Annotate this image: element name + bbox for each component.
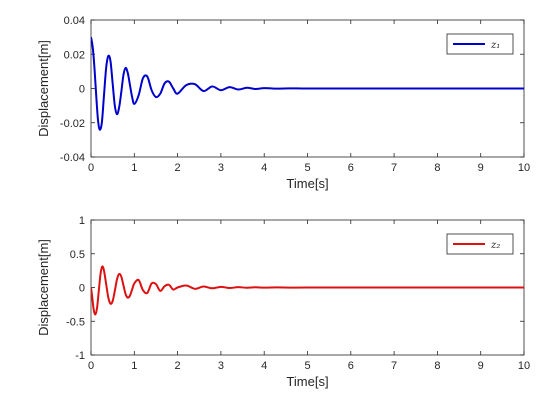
y-tick-label: -1 bbox=[75, 350, 85, 362]
x-tick-label: 10 bbox=[518, 360, 530, 372]
x-tick-label: 3 bbox=[218, 162, 224, 174]
subplot-2: 0 1 2 3 4 5 6 7 8 9 10 -1 -0.5 0 0.5 1 Time[s] Displaceme… bbox=[36, 215, 530, 389]
x-tick-label: 6 bbox=[348, 360, 354, 372]
x-tick-label: 4 bbox=[261, 162, 267, 174]
x-tick-label: 1 bbox=[131, 162, 137, 174]
x-axis-title: Time[s] bbox=[286, 374, 328, 389]
x-tick-label: 6 bbox=[348, 162, 354, 174]
y-tick-label: 0 bbox=[79, 283, 85, 295]
y-tick-label: 0.5 bbox=[70, 249, 85, 261]
x-tick-label: 9 bbox=[478, 360, 484, 372]
x-tick-label: 9 bbox=[478, 162, 484, 174]
y-axis-title: Displacement[m] bbox=[36, 239, 51, 336]
x-axis-title: Time[s] bbox=[286, 176, 328, 191]
x-tick-label: 3 bbox=[218, 360, 224, 372]
x-tick-label: 8 bbox=[434, 162, 440, 174]
y-tick-label: -0.5 bbox=[66, 316, 85, 328]
series-line-1 bbox=[91, 36, 524, 131]
x-tick-label: 10 bbox=[518, 162, 530, 174]
x-tick-label: 2 bbox=[175, 360, 181, 372]
x-tick-label: 4 bbox=[261, 360, 267, 372]
y-axis-title: Displacement[m] bbox=[36, 40, 51, 137]
subplot-1: 0 1 2 3 4 5 6 7 8 9 10 -0.04 -0.02 0 0.02 0.04 Time[s] Di… bbox=[36, 15, 530, 191]
x-tick-label: 5 bbox=[304, 162, 310, 174]
x-tick-label: 2 bbox=[175, 162, 181, 174]
legend-label: z₂ bbox=[490, 240, 500, 251]
x-tick-label: 7 bbox=[391, 360, 397, 372]
y-tick-label: 1 bbox=[79, 215, 85, 227]
x-tick-label: 7 bbox=[391, 162, 397, 174]
y-tick-label: 0.04 bbox=[64, 15, 85, 27]
y-tick-label: -0.04 bbox=[60, 152, 85, 164]
x-tick-label: 1 bbox=[131, 360, 137, 372]
x-tick-label: 5 bbox=[304, 360, 310, 372]
y-tick-label: 0 bbox=[79, 84, 85, 96]
x-tick-label: 8 bbox=[434, 360, 440, 372]
x-tick-label: 0 bbox=[88, 162, 94, 174]
y-tick-label: 0.02 bbox=[64, 49, 85, 61]
x-tick-label: 0 bbox=[88, 360, 94, 372]
series-line-2 bbox=[91, 265, 524, 316]
y-tick-label: -0.02 bbox=[60, 118, 85, 130]
legend-label: z₁ bbox=[490, 40, 500, 51]
plots: 0 1 2 3 4 5 6 7 8 9 10-0.04-0.0200.020.04Time[s]Di… bbox=[36, 15, 530, 389]
